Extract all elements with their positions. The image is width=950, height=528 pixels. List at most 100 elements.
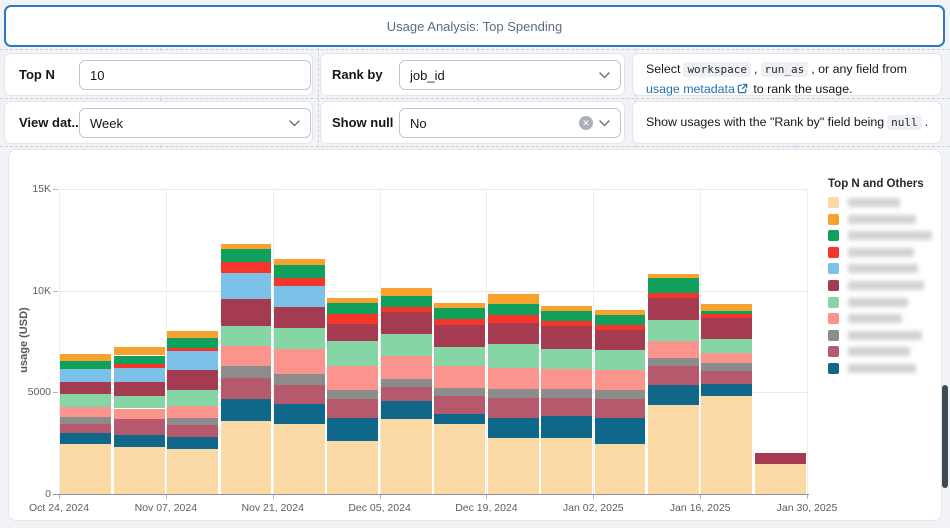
bar-segment-series-lightblue xyxy=(274,286,325,308)
y-tick-label: 15K xyxy=(32,183,51,196)
external-link-icon[interactable] xyxy=(737,81,748,101)
help-text: , or any field from xyxy=(811,62,907,76)
bar-segment-series-lightgreen xyxy=(701,338,753,353)
x-tick-label: Oct 24, 2024 xyxy=(28,502,90,514)
view-date-select[interactable]: Week xyxy=(79,108,311,138)
legend-item-series-maroon[interactable] xyxy=(828,279,924,292)
gridline-vertical xyxy=(700,189,702,494)
bar-segment-series-cream xyxy=(220,420,272,494)
gridline-horizontal xyxy=(59,392,807,394)
bar-segment-series-mauve xyxy=(701,371,753,385)
legend-item-series-teal[interactable] xyxy=(828,362,916,375)
bar-segment-series-teal xyxy=(274,403,325,424)
chevron-down-icon xyxy=(289,119,300,127)
bar-segment-series-teal xyxy=(60,433,112,445)
title-widget: Usage Analysis: Top Spending xyxy=(4,5,945,47)
legend-swatch xyxy=(828,263,839,275)
bar-segment-series-teal xyxy=(701,384,753,396)
bar-segment-series-mauve xyxy=(220,377,272,400)
rank-by-label: Rank by xyxy=(332,67,383,82)
gridline-vertical xyxy=(59,189,60,494)
legend-item-series-cream[interactable] xyxy=(828,196,900,209)
scrollbar-thumb[interactable] xyxy=(942,385,948,488)
rank-by-select[interactable]: job_id xyxy=(399,60,621,90)
filter-card-show-null: Show null No ✕ xyxy=(320,101,625,144)
bar-segment-series-cream xyxy=(380,419,432,494)
code-chip-workspace: workspace xyxy=(683,62,752,77)
legend-item-series-gray[interactable] xyxy=(828,329,922,342)
bar-segment-series-green xyxy=(434,308,486,320)
legend-item-series-lightblue[interactable] xyxy=(828,262,918,275)
bar-segment-series-mauve xyxy=(274,384,325,404)
bar-segment-series-lightgreen xyxy=(327,341,379,367)
bar-segment-series-cream xyxy=(648,404,699,494)
bar-segment-series-salmon xyxy=(113,408,165,419)
bar-segment-series-green xyxy=(167,337,218,348)
bar-segment-series-teal xyxy=(113,434,165,448)
legend-swatch xyxy=(828,296,839,308)
top-n-label: Top N xyxy=(19,67,55,82)
y-tick-mark xyxy=(53,392,58,394)
legend-item-series-mauve[interactable] xyxy=(828,345,910,358)
x-tick-label: Jan 30, 2025 xyxy=(776,502,838,514)
bar-segment-series-maroon xyxy=(220,299,272,326)
clear-selection-icon[interactable]: ✕ xyxy=(579,116,593,130)
bar-segment-series-cream xyxy=(167,449,218,494)
bar-segment-series-lightgreen xyxy=(434,347,486,367)
bar-segment-series-salmon xyxy=(487,367,539,390)
bar-segment-series-orange xyxy=(274,259,325,265)
bar-segment-series-lightgreen xyxy=(113,395,165,409)
legend-item-series-lightgreen[interactable] xyxy=(828,296,908,309)
bar-segment-series-teal xyxy=(380,400,432,420)
bar-segment-series-gray xyxy=(60,417,112,425)
usage-link[interactable]: usage xyxy=(646,81,680,96)
legend-label-blurred xyxy=(848,281,924,290)
bar-segment-series-maroon xyxy=(380,312,432,335)
x-tick-mark xyxy=(59,495,60,499)
show-null-label: Show null xyxy=(332,115,394,130)
bar-segment-series-red xyxy=(541,321,592,327)
bar-segment-series-green xyxy=(541,310,592,322)
bar-segment-series-cream xyxy=(60,444,112,494)
bar-segment-series-gray xyxy=(541,389,592,398)
bar-segment-series-mauve xyxy=(594,399,646,419)
view-date-value: Week xyxy=(90,115,123,131)
legend-label-blurred xyxy=(848,347,910,357)
bar-segment-series-lightgreen xyxy=(60,394,112,407)
bar-segment-series-cream xyxy=(274,423,325,494)
bar-segment-series-gray xyxy=(487,389,539,398)
top-n-input[interactable] xyxy=(79,60,311,90)
bar-segment-series-mauve xyxy=(327,399,379,418)
grid-guide-line xyxy=(318,48,319,148)
metadata-link[interactable]: metadata xyxy=(683,81,735,96)
bar-segment-series-gray xyxy=(648,357,699,367)
bar-segment-series-red xyxy=(274,277,325,287)
bar-segment-series-lightgreen xyxy=(594,350,646,370)
y-tick-label: 10K xyxy=(32,284,51,297)
chevron-down-icon xyxy=(599,119,610,127)
x-tick-mark xyxy=(593,495,595,499)
legend-swatch xyxy=(828,280,839,291)
show-null-select[interactable]: No ✕ xyxy=(399,108,621,138)
bar-segment-series-green xyxy=(113,355,165,365)
bar-segment-series-lightblue xyxy=(113,368,165,383)
view-date-label: View dat... xyxy=(19,115,83,130)
legend-label-blurred xyxy=(848,231,932,241)
bar-segment-series-maroon xyxy=(594,330,646,351)
bar-segment-series-gray xyxy=(594,389,646,400)
legend-item-series-salmon[interactable] xyxy=(828,312,902,325)
bar-segment-series-lightgreen xyxy=(487,344,539,368)
bar-segment-series-maroon xyxy=(167,370,218,391)
grid-guide-line xyxy=(795,48,796,148)
bar-segment-series-orange xyxy=(220,243,272,250)
bar-segment-series-gray xyxy=(701,363,753,372)
x-tick-label: Jan 02, 2025 xyxy=(562,502,624,514)
legend-item-series-red[interactable] xyxy=(828,246,914,259)
legend-item-series-green[interactable] xyxy=(828,229,932,242)
bar-segment-series-green xyxy=(648,277,699,293)
bar-segment-series-salmon xyxy=(60,406,112,418)
legend-item-series-orange[interactable] xyxy=(828,213,916,226)
bar-segment-series-cream xyxy=(754,463,806,494)
bar-segment-series-orange xyxy=(594,309,646,315)
bar-segment-series-lightgreen xyxy=(220,325,272,346)
